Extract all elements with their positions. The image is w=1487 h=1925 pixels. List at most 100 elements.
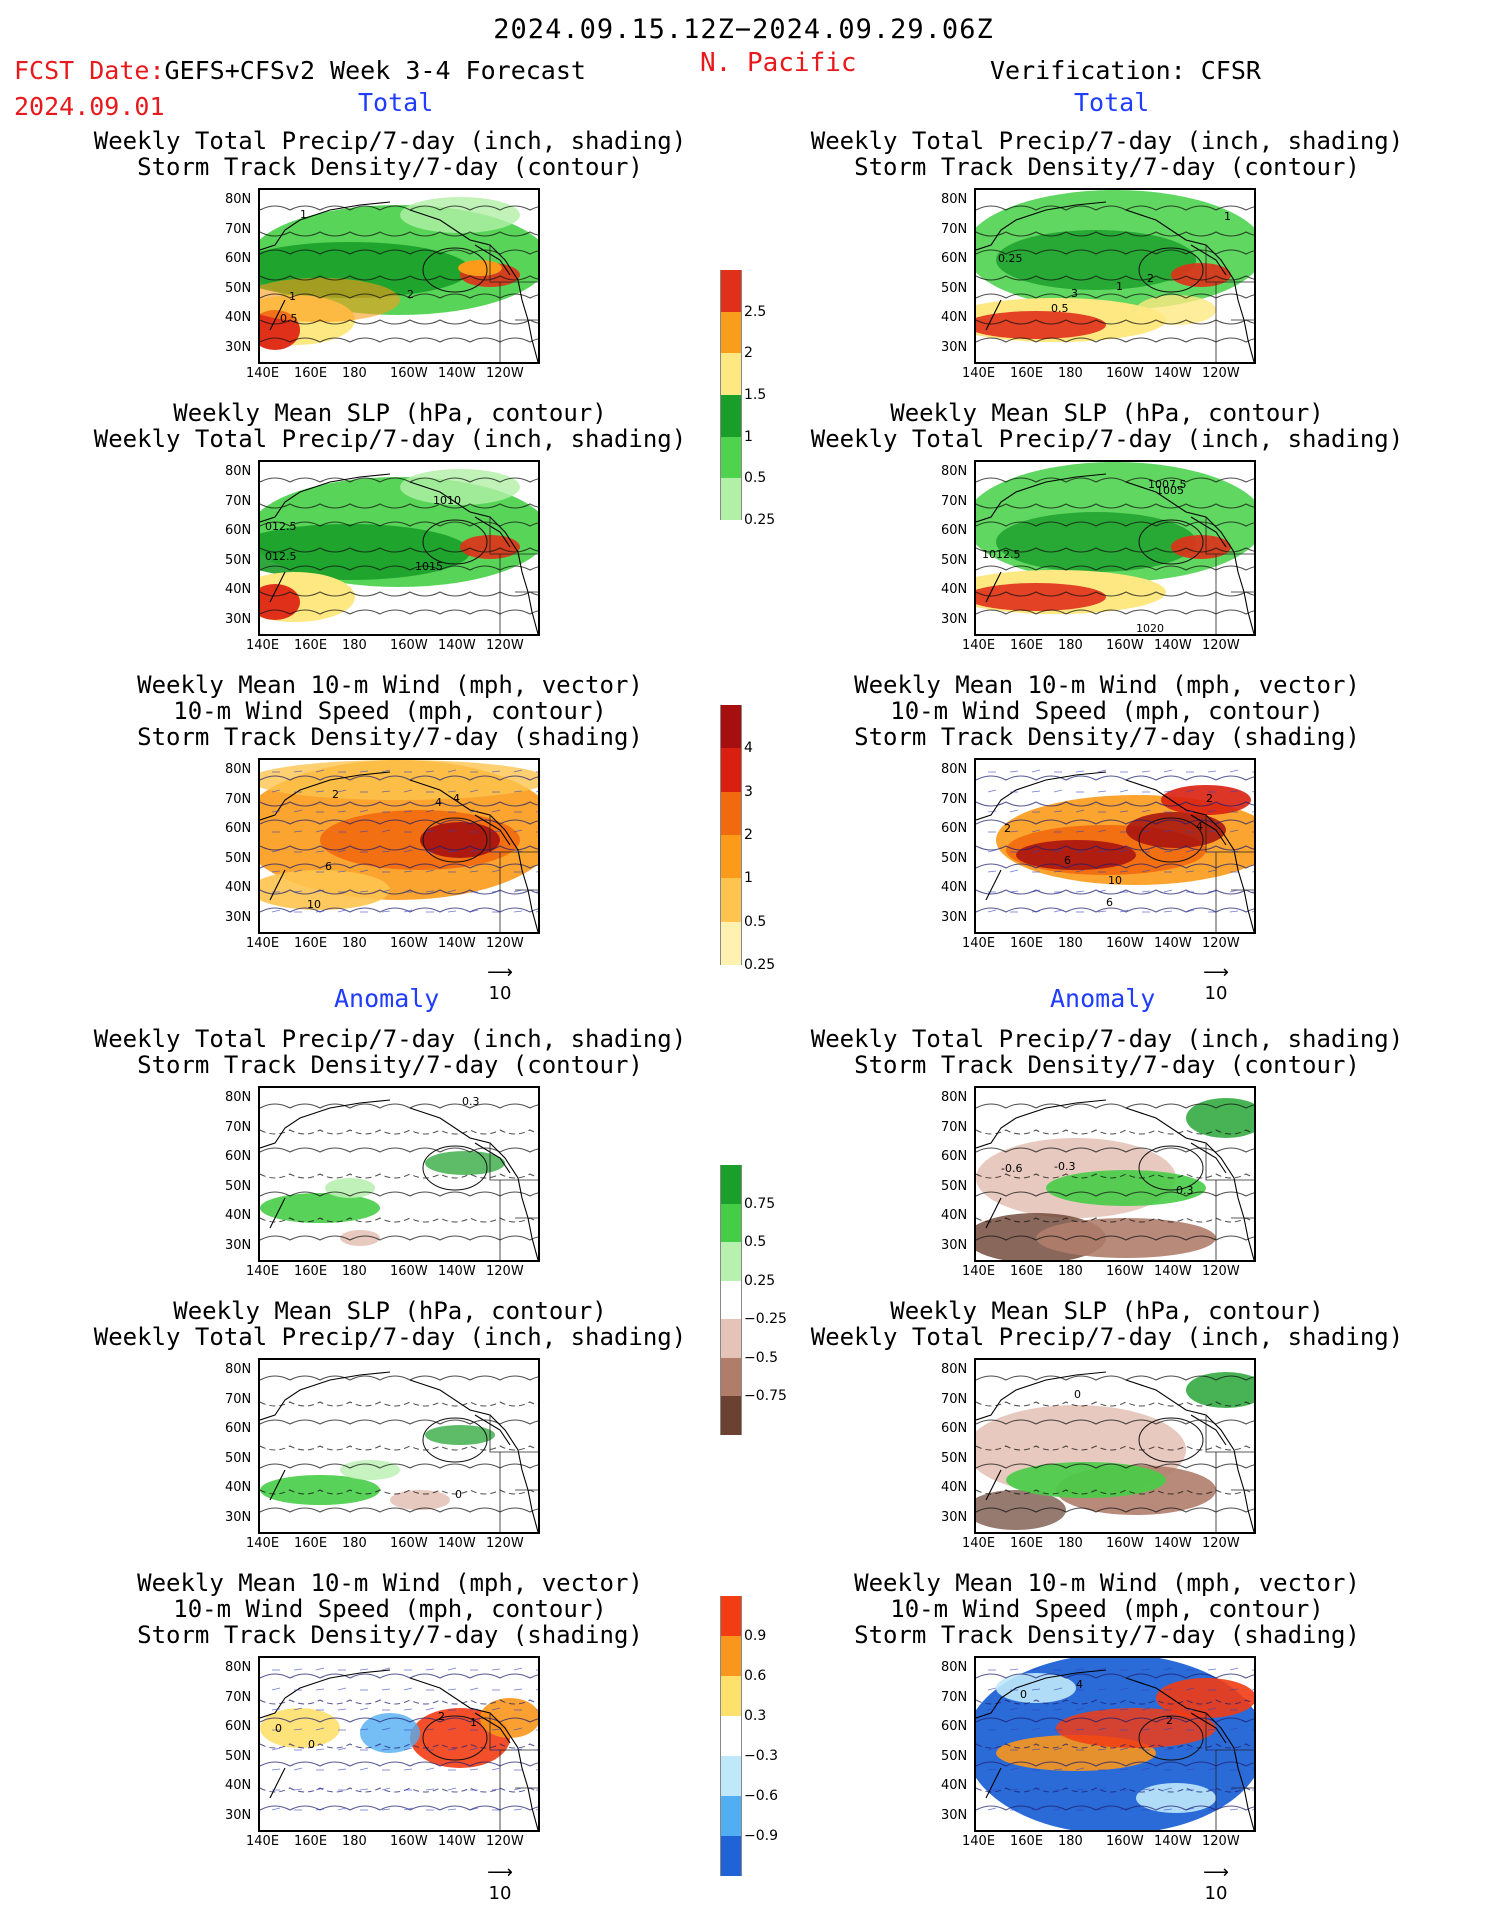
wind-vector (1229, 1748, 1239, 1751)
contour-label: 0.3 (1176, 1184, 1194, 1197)
panel-title-r3l: Weekly Mean 10-m Wind (mph, vector) 10-m… (137, 671, 643, 751)
lat-label: 30N (941, 1807, 968, 1823)
wind-vector (513, 769, 523, 773)
lon-label: 160W (1106, 1834, 1144, 1849)
wind-vector (535, 911, 538, 913)
wind-vector (1229, 910, 1239, 913)
contour-line (260, 801, 538, 807)
wind-vector (491, 1707, 501, 1711)
lon-label: 140W (1154, 638, 1192, 653)
lat-label: 30N (941, 909, 968, 925)
colorbar-segment (720, 436, 742, 479)
wind-vector (1251, 1749, 1254, 1751)
contour-line (976, 609, 1254, 615)
lon-label: 120W (486, 1264, 524, 1279)
colorbar-segment (720, 1280, 742, 1320)
contour-label: 1010 (433, 494, 461, 507)
wind-vector (1075, 1788, 1085, 1791)
contour-line (260, 1173, 538, 1179)
colorbar-label: 4 (744, 740, 753, 757)
wind-vector (1119, 849, 1129, 853)
coastline (260, 201, 538, 362)
contour-closed (422, 1145, 488, 1191)
lat-label: 50N (225, 1450, 252, 1466)
wind-vector (1075, 809, 1085, 813)
contour-line (976, 1129, 1254, 1135)
panel-title-r2r: Weekly Mean SLP (hPa, contour) Weekly To… (810, 399, 1404, 453)
coastline (976, 1099, 1254, 1260)
wind-vector (1207, 869, 1217, 873)
contour-label: 4 (453, 792, 460, 805)
wind-vector (535, 811, 538, 813)
wind-vector (1229, 829, 1239, 833)
wind-vector (359, 890, 369, 893)
wind-vector (1163, 769, 1173, 773)
wind-vector (1163, 1727, 1173, 1731)
wind-vector (425, 1788, 435, 1791)
lon-label: 120W (486, 1834, 524, 1849)
colorbar-label: 0.25 (744, 957, 776, 973)
contour-line (976, 1717, 1254, 1723)
wind-vector (403, 870, 413, 873)
contour-label: 0 (455, 1488, 462, 1501)
map-canvas: 0 2 1 0 (260, 1667, 538, 1830)
wind-vector (987, 1687, 997, 1691)
contour-label: 1020 (1136, 622, 1164, 634)
colorbar-segment (720, 1716, 742, 1756)
wind-vector (337, 1747, 347, 1751)
wind-vector (447, 1787, 457, 1791)
wind-vector (1031, 790, 1041, 793)
wind-vector (381, 829, 391, 833)
contour-label: 0 (275, 1722, 282, 1735)
map-panel-r3l: 2 4 4 6 10 (258, 758, 540, 934)
lat-label: 70N (941, 1689, 968, 1705)
lat-label: 80N (941, 762, 968, 777)
wind-vector (1185, 789, 1195, 793)
contour-line (976, 249, 1254, 255)
wind-vector (1185, 1687, 1195, 1691)
lon-label: 160W (1106, 1264, 1144, 1279)
wind-vector (1251, 851, 1254, 853)
wind-vector (337, 870, 347, 873)
lon-label: 180 (1058, 1834, 1083, 1849)
lat-label: 30N (941, 1237, 968, 1253)
wind-vector (1009, 1707, 1019, 1711)
lon-label: 160E (294, 1834, 328, 1849)
wind-vector (1009, 1668, 1019, 1671)
wind-vector (1163, 829, 1173, 833)
wind-vector (425, 869, 435, 873)
lat-label: 50N (941, 552, 968, 568)
coastline (976, 473, 1254, 634)
shading-region (420, 822, 500, 858)
contour-label: 2 (407, 288, 414, 301)
colorbar-segment (720, 1165, 742, 1204)
contour-label: 1 (1116, 280, 1123, 293)
contour-label: 4 (435, 796, 442, 809)
lon-label: 140W (438, 1834, 476, 1849)
shading-region (400, 197, 520, 233)
panel-title-r6l: Weekly Mean 10-m Wind (mph, vector) 10-m… (137, 1569, 643, 1649)
wind-vector (1119, 810, 1129, 813)
lat-label: 40N (941, 1208, 968, 1223)
lon-label: 160W (390, 1834, 428, 1849)
lat-label: 40N (941, 1480, 968, 1495)
coastline (260, 473, 538, 634)
lat-label: 60N (941, 251, 968, 266)
wind-vector (1163, 910, 1173, 913)
political-border (489, 1415, 538, 1532)
colorbar-segment (720, 1203, 742, 1243)
wind-vector (271, 1807, 281, 1811)
wind-vector (1229, 1787, 1239, 1791)
contour-line (976, 1217, 1254, 1223)
wind-vector (447, 769, 457, 773)
contour-closed (422, 817, 488, 863)
contour-label: 2 (1147, 272, 1154, 285)
wind-vector (447, 1808, 457, 1811)
wind-vector (1053, 1768, 1063, 1771)
contour-label: 4 (1076, 1678, 1083, 1691)
contour-line (260, 521, 538, 527)
shading-region (260, 584, 300, 620)
contour-label: 1007.5 (1148, 478, 1187, 491)
panel-title-r1l: Weekly Total Precip/7-day (inch, shading… (93, 127, 687, 181)
